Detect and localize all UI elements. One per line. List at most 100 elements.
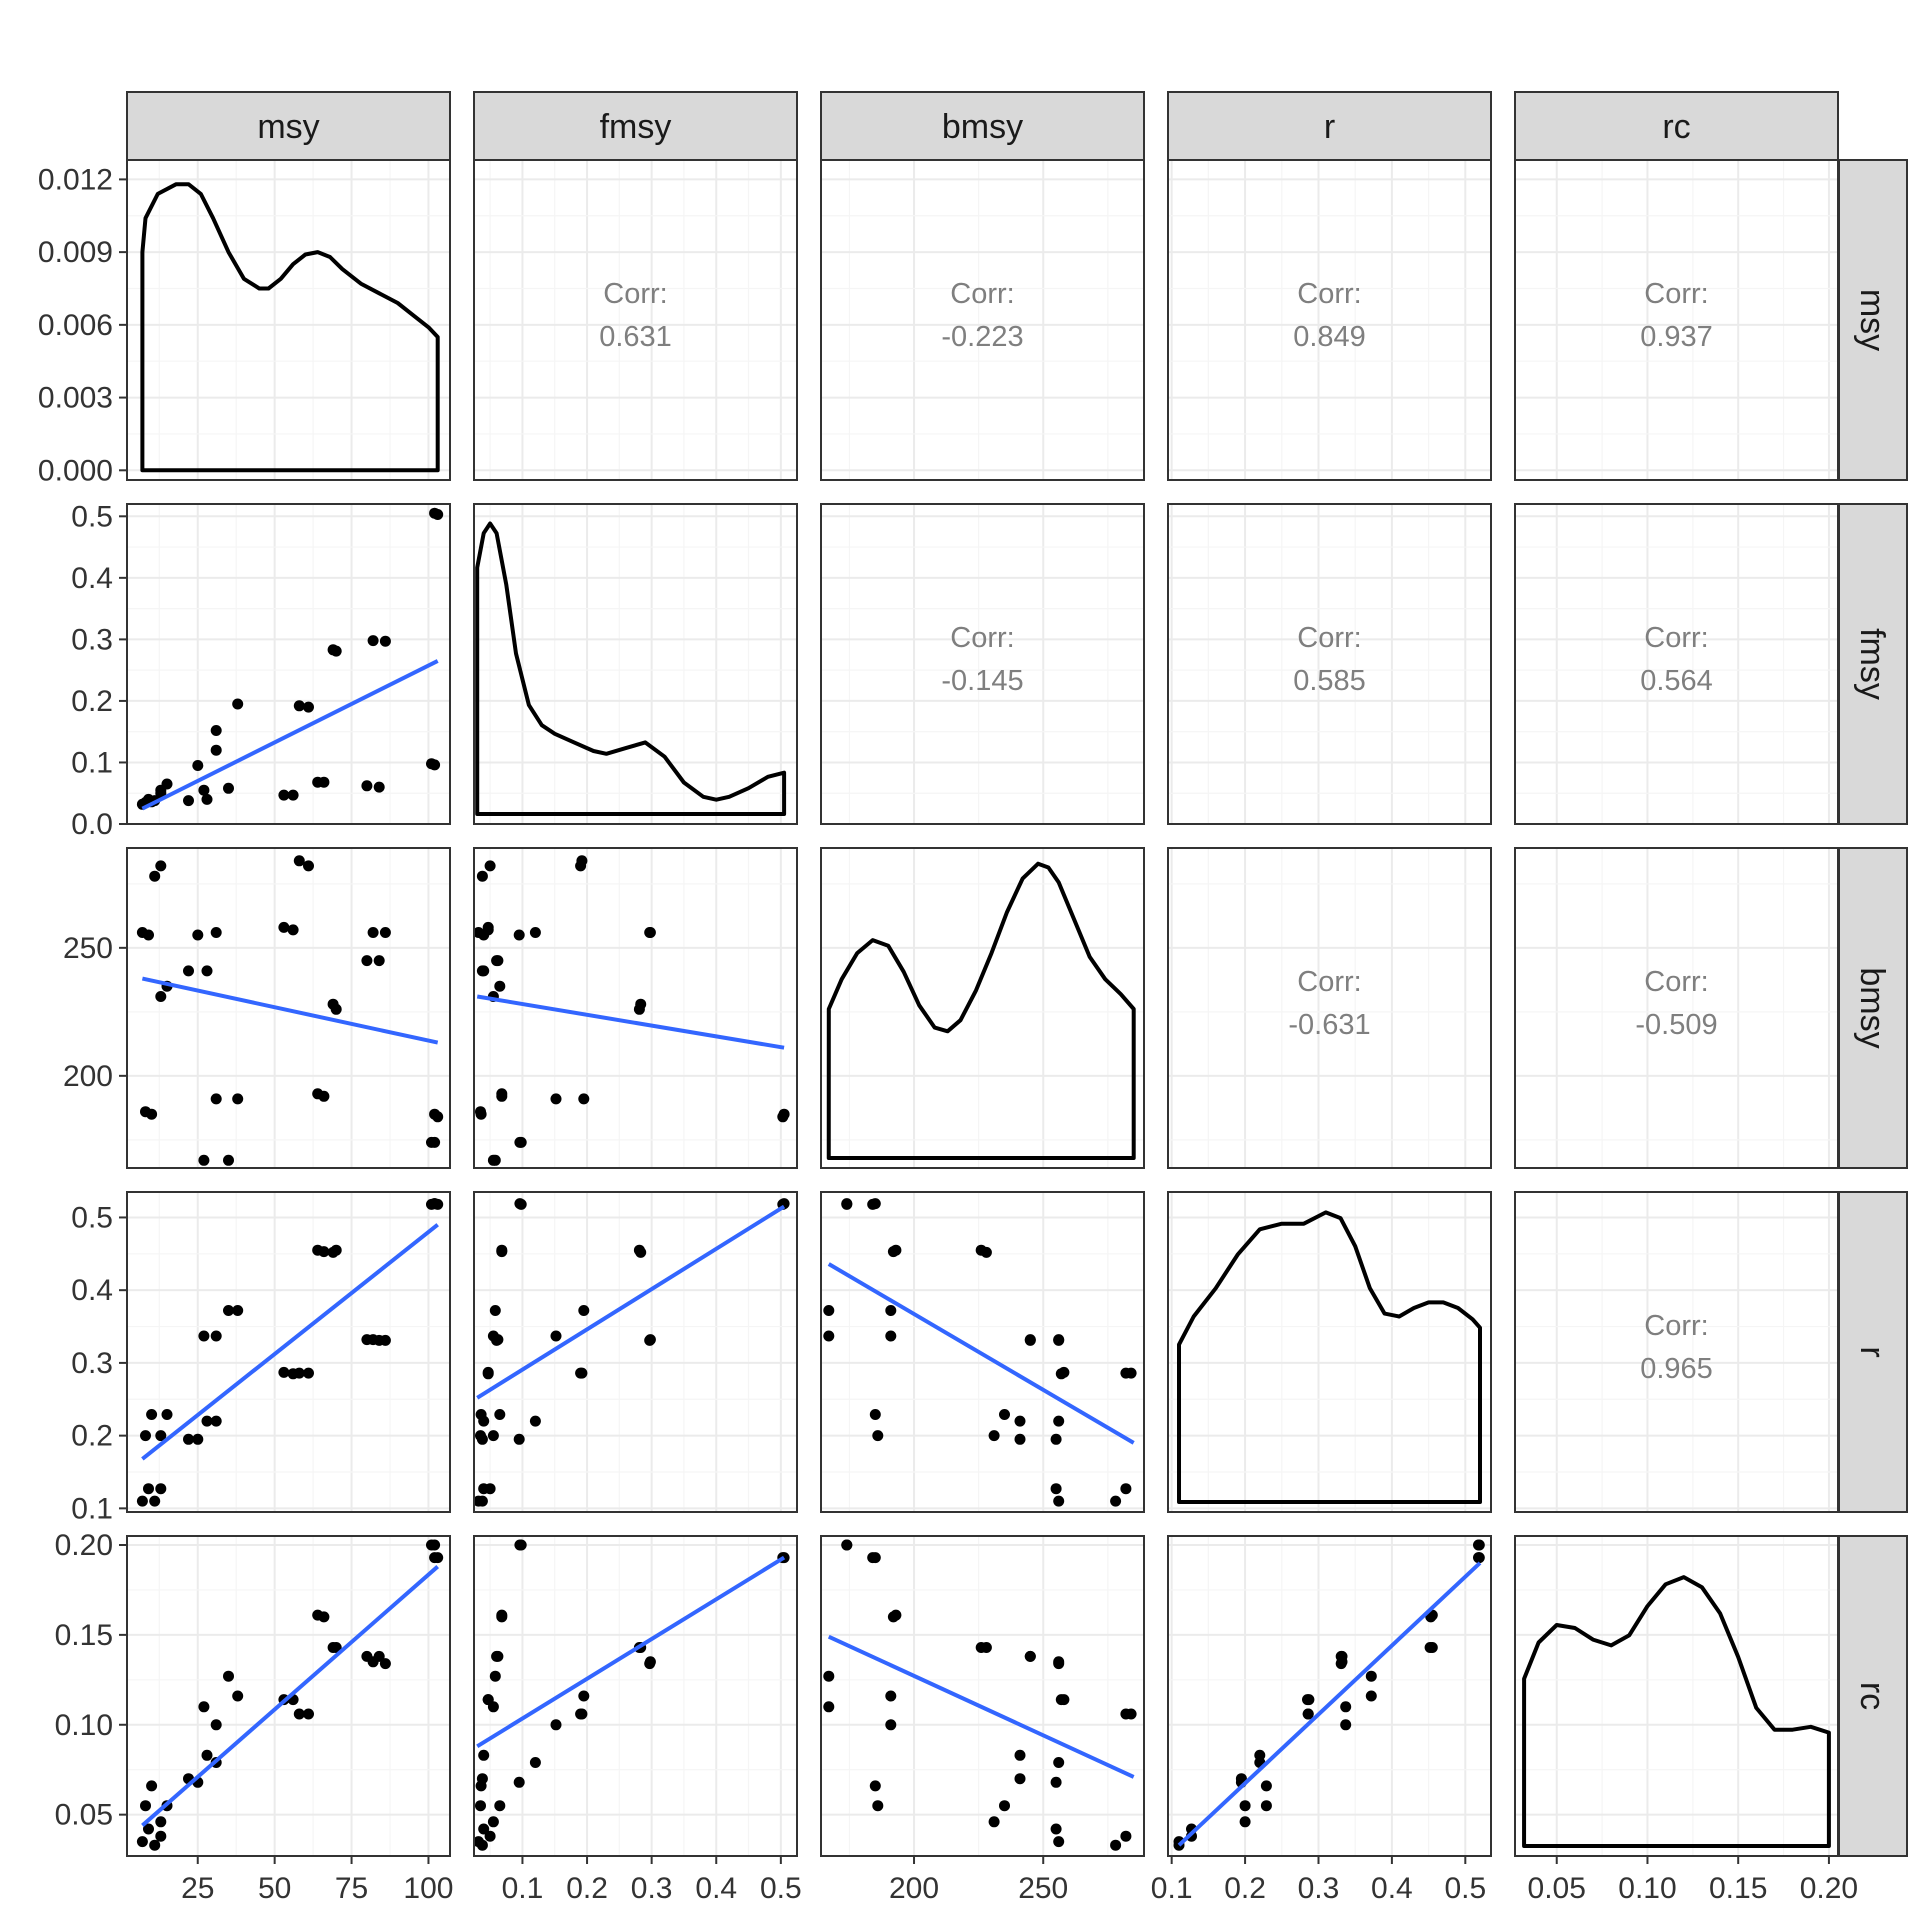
panel-border — [820, 1535, 1145, 1857]
y-tick-label: 0.2 — [71, 685, 113, 718]
point — [136, 1495, 148, 1507]
corr-value: -0.223 — [941, 321, 1023, 353]
panel-border — [1167, 1535, 1492, 1857]
panel-fmsy-msy — [126, 503, 451, 825]
point — [513, 1433, 525, 1445]
point — [161, 778, 173, 790]
y-axis-rc: 0.05 0.10 0.15 0.20 — [55, 1529, 127, 1832]
strip-top-bmsy: bmsy — [820, 91, 1145, 161]
point — [869, 1780, 881, 1792]
corr-label: Corr: — [1644, 278, 1708, 310]
corr-value: -0.145 — [941, 665, 1023, 697]
y-tick-label: 0.4 — [71, 1274, 113, 1307]
panel-rc-fmsy — [473, 1535, 798, 1857]
point — [1120, 1708, 1132, 1720]
strip-top-label: fmsy — [600, 108, 672, 146]
point — [529, 1757, 541, 1768]
x-tick-label: 250 — [1018, 1872, 1068, 1905]
y-tick-label: 0.15 — [55, 1619, 113, 1652]
x-axis-msy: 25 50 75 100 — [181, 1856, 453, 1905]
point — [318, 1611, 330, 1623]
panel-border — [1167, 159, 1492, 481]
point — [578, 1305, 590, 1316]
point — [1110, 1839, 1122, 1851]
point — [223, 1305, 234, 1316]
strip-right-bg — [1838, 503, 1908, 825]
corr-value: 0.849 — [1293, 321, 1366, 353]
point — [885, 1305, 897, 1316]
point — [867, 1198, 879, 1210]
x-axis-r: 0.1 0.2 0.3 0.4 0.5 — [1151, 1856, 1486, 1905]
panel-border — [1514, 847, 1839, 1169]
panel-border — [126, 503, 451, 825]
x-tick-label: 0.5 — [1444, 1872, 1486, 1905]
strip-right-msy: msy — [1838, 159, 1908, 481]
point — [373, 1650, 385, 1662]
point — [149, 1839, 161, 1851]
point — [198, 784, 210, 796]
fit-line — [141, 1223, 439, 1461]
point — [155, 1483, 167, 1495]
point — [379, 1334, 391, 1346]
x-tick-label: 0.5 — [760, 1872, 802, 1905]
point — [330, 1642, 342, 1653]
panel-msy-rc: Corr: 0.937 — [1514, 159, 1839, 481]
x-tick-label: 100 — [403, 1872, 453, 1905]
point — [872, 1800, 884, 1812]
panel-bg — [127, 1192, 450, 1512]
point — [999, 1409, 1010, 1420]
point — [223, 782, 234, 794]
point — [373, 955, 385, 967]
point — [1473, 1552, 1484, 1564]
y-tick-label: 0.012 — [38, 163, 113, 196]
point — [578, 1690, 590, 1702]
x-axis-bmsy: 200 250 — [889, 1856, 1068, 1905]
point — [183, 795, 194, 807]
point — [644, 927, 656, 938]
point — [988, 1816, 1000, 1828]
panel-bg — [127, 504, 450, 824]
point — [1024, 1650, 1036, 1662]
point — [318, 1246, 330, 1258]
corr-label: Corr: — [603, 278, 667, 310]
y-tick-label: 0.4 — [71, 562, 113, 595]
point — [367, 927, 379, 938]
point — [192, 929, 204, 941]
strip-top-bg — [126, 91, 451, 161]
point — [429, 1198, 441, 1210]
point — [1050, 1483, 1062, 1495]
point — [146, 1409, 158, 1420]
panel-border — [473, 1191, 798, 1513]
point — [1335, 1658, 1347, 1670]
point — [143, 929, 154, 941]
point — [361, 955, 373, 967]
point — [1050, 1433, 1062, 1445]
panel-bg — [474, 1192, 797, 1512]
point — [432, 509, 444, 520]
x-axis-rc: 0.05 0.10 0.15 0.20 — [1528, 1856, 1858, 1905]
point — [633, 1003, 645, 1015]
panel-r-r — [1167, 1191, 1492, 1513]
point — [140, 1800, 151, 1812]
strip-top-label: msy — [257, 108, 319, 146]
panel-bmsy-bmsy — [820, 847, 1145, 1169]
point — [885, 1330, 897, 1342]
point — [633, 1244, 645, 1256]
panel-bmsy-fmsy — [473, 847, 798, 1169]
panel-fmsy-r: Corr: 0.585 — [1167, 503, 1492, 825]
x-tick-label: 0.1 — [502, 1872, 544, 1905]
panel-bg — [127, 848, 450, 1168]
point — [155, 1430, 167, 1442]
y-tick-label: 0.5 — [71, 500, 113, 533]
y-axis-fmsy: 0.0 0.1 0.2 0.3 0.4 0.5 — [71, 500, 127, 841]
panel-bg — [1515, 160, 1838, 480]
corr-value: 0.965 — [1640, 1353, 1713, 1385]
point — [223, 1154, 234, 1166]
point — [143, 1823, 154, 1835]
panel-fmsy-fmsy — [473, 503, 798, 825]
strip-right-label: fmsy — [1853, 628, 1891, 700]
corr-label: Corr: — [1644, 1310, 1708, 1342]
point — [429, 1539, 441, 1551]
panel-msy-r: Corr: 0.849 — [1167, 159, 1492, 481]
